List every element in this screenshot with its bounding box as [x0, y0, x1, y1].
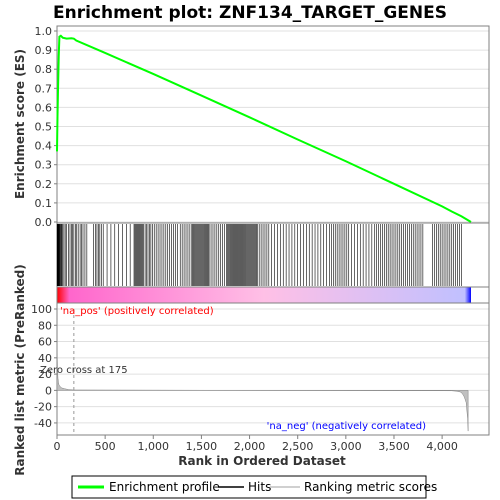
es-tick-label: 0.1 — [35, 197, 53, 210]
legend-hits-label: Hits — [248, 480, 271, 494]
metric-tick-label: -20 — [34, 401, 52, 414]
es-tick-label: 0.0 — [35, 216, 53, 229]
es-tick-label: 0.4 — [35, 140, 53, 153]
x-tick-label: 3,000 — [330, 440, 362, 453]
x-tick-label: 500 — [95, 440, 116, 453]
metric-tick-label: 20 — [38, 368, 52, 381]
ranking-metric-area — [56, 308, 469, 432]
x-axis-label: Rank in Ordered Dataset — [178, 454, 346, 468]
es-tick-label: 0.3 — [35, 159, 53, 172]
es-tick-label: 0.5 — [35, 121, 53, 134]
enrichment-profile-line — [56, 34, 472, 223]
legend-enrichment-label: Enrichment profile — [109, 480, 220, 494]
x-tick-label: 2,000 — [234, 440, 266, 453]
es-tick-label: 0.9 — [35, 44, 53, 57]
es-panel-frame — [56, 25, 490, 224]
es-grid — [57, 30, 489, 223]
x-ticks: 0 500 1,000 1,500 2,000 2,500 3,000 3,500 4,000 — [54, 435, 458, 453]
metric-tick-label: 0 — [45, 384, 52, 397]
metric-tick-label: 40 — [38, 352, 52, 365]
metric-y-axis-label: Ranked list metric (PreRanked) — [13, 264, 27, 476]
x-tick-label: 1,000 — [138, 440, 170, 453]
na-neg-label: 'na_neg' (negatively correlated) — [267, 421, 426, 432]
metric-tick-label: -40 — [34, 417, 52, 430]
legend-metric-label: Ranking metric scores — [304, 480, 437, 494]
rank-color-bar — [57, 287, 471, 303]
es-y-ticks: 0.0 0.1 0.2 0.3 0.4 0.5 0.6 0.7 0.8 0.9 1.0 — [35, 25, 57, 229]
es-tick-label: 0.2 — [35, 178, 53, 191]
es-tick-label: 1.0 — [35, 25, 53, 38]
metric-y-ticks: 100 80 60 40 20 0 -20 -40 — [31, 303, 57, 430]
hits-panel-frame — [56, 222, 490, 288]
x-tick-label: 3,500 — [378, 440, 410, 453]
legend-box — [71, 475, 427, 499]
x-tick-label: 1,500 — [186, 440, 218, 453]
metric-tick-label: 60 — [38, 336, 52, 349]
x-tick-label: 4,000 — [426, 440, 458, 453]
es-tick-label: 0.8 — [35, 63, 53, 76]
x-tick-label: 0 — [54, 440, 61, 453]
metric-tick-label: 80 — [38, 319, 52, 332]
es-tick-label: 0.6 — [35, 101, 53, 114]
x-tick-label: 2,500 — [282, 440, 314, 453]
metric-tick-label: 100 — [31, 303, 52, 316]
es-tick-label: 0.7 — [35, 82, 53, 95]
chart-title: Enrichment plot: ZNF134_TARGET_GENES — [53, 3, 447, 23]
es-y-axis-label: Enrichment score (ES) — [13, 49, 27, 199]
na-pos-label: 'na_pos' (positively correlated) — [60, 306, 214, 317]
hits-group — [56, 224, 462, 286]
zero-cross-label: Zero cross at 175 — [40, 365, 128, 376]
